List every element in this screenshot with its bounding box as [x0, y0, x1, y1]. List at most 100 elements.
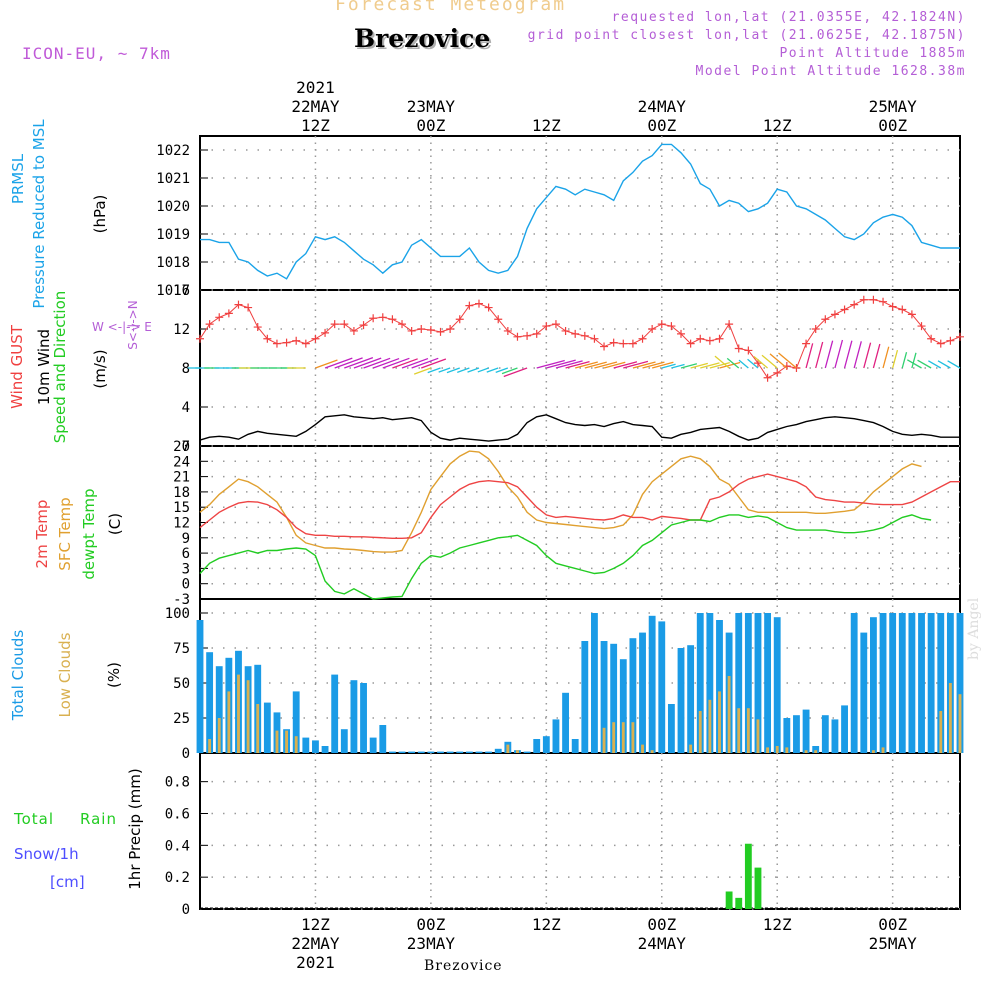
total-cloud-bar	[388, 751, 396, 753]
total-cloud-bar	[302, 737, 310, 753]
model-name: ICON-EU, ~ 7km	[22, 44, 171, 63]
gust-marker	[580, 331, 589, 340]
total-cloud-bar	[523, 751, 531, 753]
wind-direction-arrow	[324, 357, 353, 369]
low-cloud-bar	[516, 750, 519, 753]
wind-direction-arrow	[613, 361, 638, 369]
gust-marker	[523, 331, 532, 340]
low-cloud-bar	[939, 711, 943, 753]
wind-direction-arrow	[467, 367, 480, 373]
wind-direction-arrow	[824, 340, 834, 369]
wind-direction-arrow	[805, 343, 814, 369]
total-cloud-bar	[494, 748, 502, 753]
gust-marker	[205, 320, 214, 329]
total-cloud-bar	[850, 613, 858, 753]
total-cloud-bar	[696, 613, 704, 753]
wind-direction-arrow	[632, 361, 656, 369]
gust-marker	[234, 300, 243, 309]
wind-direction-arrow	[843, 340, 853, 369]
y-tick-label-wind: 4	[182, 400, 190, 416]
total-cloud-bar	[456, 751, 464, 753]
sfc-temp-line	[199, 450, 922, 553]
total-cloud-bar	[533, 739, 541, 753]
total-cloud-bar	[860, 632, 868, 753]
wind-direction-arrow	[575, 361, 598, 369]
wind-direction-arrow	[427, 367, 441, 374]
y-tick-label-temp: 27	[173, 439, 190, 455]
wind-direction-arrow	[671, 363, 685, 369]
total-cloud-bar	[360, 683, 367, 753]
low-cloud-bar	[246, 680, 250, 753]
wind-direction-arrow	[834, 339, 844, 369]
gust-marker	[465, 301, 474, 310]
wind-direction-arrow	[536, 359, 565, 369]
wind-direction-arrow	[882, 346, 890, 369]
gust-marker	[417, 325, 426, 333]
gust-marker	[571, 329, 580, 338]
y-tick-label-temp: 6	[182, 546, 190, 562]
time-label-bottom: 22MAY	[291, 934, 340, 953]
low-cloud-bar	[208, 739, 212, 753]
panel-frame-pressure	[199, 135, 961, 291]
wind-direction-arrow	[769, 353, 788, 369]
total-cloud-bar	[263, 702, 271, 753]
total-cloud-bar	[821, 715, 829, 753]
wind-direction-arrow	[700, 362, 720, 369]
gust-marker	[792, 364, 801, 372]
wind-direction-arrow	[486, 367, 499, 373]
y-tick-label-temp: 12	[173, 516, 190, 532]
total-cloud-bar	[831, 719, 839, 753]
y-tick-label-clouds: 25	[173, 711, 190, 727]
wind-direction-arrow	[815, 341, 824, 369]
wind-direction-arrow	[565, 360, 590, 369]
low-cloud-bar	[948, 683, 952, 753]
gust-marker	[272, 339, 281, 348]
low-cloud-bar	[775, 746, 779, 753]
total-cloud-bar	[706, 613, 714, 753]
y-tick-label-pressure: 1017	[156, 283, 190, 299]
total-cloud-bar	[600, 641, 608, 753]
gust-marker	[830, 310, 839, 319]
low-cloud-bar	[958, 694, 962, 753]
gust-marker	[705, 336, 714, 345]
total-cloud-bar	[927, 613, 935, 753]
y-tick-label-wind: 0	[182, 439, 190, 455]
total-cloud-bar	[581, 641, 589, 753]
wind-direction-arrow	[928, 360, 942, 369]
low-cloud-bar	[285, 730, 289, 753]
wind-direction-arrow	[778, 352, 797, 369]
footer-station: Brezovice	[424, 958, 503, 974]
gust-marker	[446, 325, 455, 333]
total-cloud-bar	[196, 620, 204, 753]
time-label-top: 12Z	[301, 116, 330, 135]
wind-direction-arrow	[603, 361, 626, 369]
time-label-top: 00Z	[647, 116, 676, 135]
y-tick-label-pressure: 1019	[156, 227, 190, 243]
gust-marker	[513, 332, 522, 341]
gust-marker	[609, 338, 618, 347]
rain-bar	[744, 843, 752, 909]
low-cloud-bar	[256, 704, 260, 753]
total-cloud-bar	[735, 613, 743, 753]
gust-marker	[378, 313, 387, 322]
low-cloud-bar	[294, 736, 298, 753]
wind-direction-arrow	[315, 359, 338, 369]
total-cloud-bar	[215, 666, 223, 753]
gust-marker	[292, 336, 301, 345]
total-cloud-bar	[841, 705, 848, 753]
station-name: Brezovice	[354, 24, 491, 53]
gust-marker	[946, 336, 955, 345]
low-cloud-bar	[217, 718, 221, 753]
meteogram-title: Forecast Meteogram	[335, 0, 567, 15]
gust-marker	[244, 303, 253, 312]
total-cloud-bar	[658, 621, 666, 753]
time-label-top: 25MAY	[869, 97, 918, 116]
y-tick-label-wind: 12	[173, 322, 190, 338]
wind-direction-arrow	[863, 342, 872, 369]
time-label-top: 12Z	[532, 116, 561, 135]
wind-direction-arrow	[947, 360, 961, 369]
total-cloud-bar	[427, 751, 435, 753]
gust-marker	[696, 334, 705, 343]
time-label-bottom: 00Z	[878, 915, 907, 934]
